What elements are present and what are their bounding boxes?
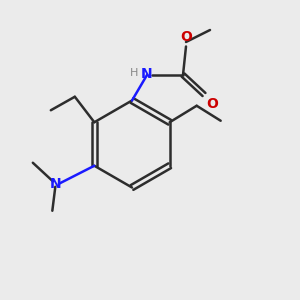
Text: N: N	[141, 67, 153, 80]
Text: O: O	[206, 97, 218, 111]
Text: O: O	[180, 30, 192, 44]
Text: H: H	[130, 68, 138, 79]
Text: N: N	[50, 177, 61, 191]
